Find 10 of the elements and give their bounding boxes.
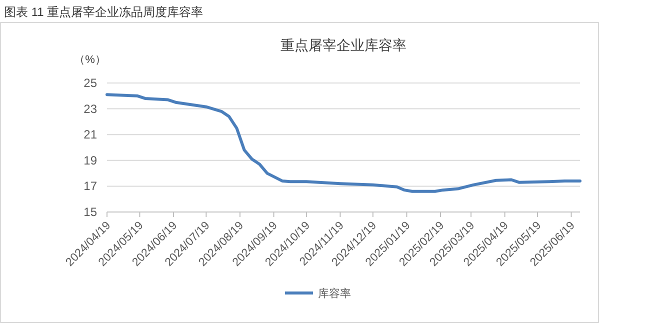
y-axis-title: （%） bbox=[74, 54, 106, 66]
y-tick-label: 21 bbox=[84, 128, 98, 142]
chart-subtitle: 图表 11 重点屠宰企业冻品周度库容率 bbox=[4, 5, 204, 19]
y-tick-label: 23 bbox=[84, 102, 98, 116]
y-tick-label: 17 bbox=[84, 179, 98, 194]
y-tick-label: 25 bbox=[84, 76, 98, 90]
y-tick-label: 19 bbox=[84, 153, 98, 168]
legend-label: 库容率 bbox=[318, 287, 351, 300]
chart-title: 重点屠宰企业库容率 bbox=[280, 38, 406, 54]
y-tick-label: 15 bbox=[84, 205, 98, 219]
